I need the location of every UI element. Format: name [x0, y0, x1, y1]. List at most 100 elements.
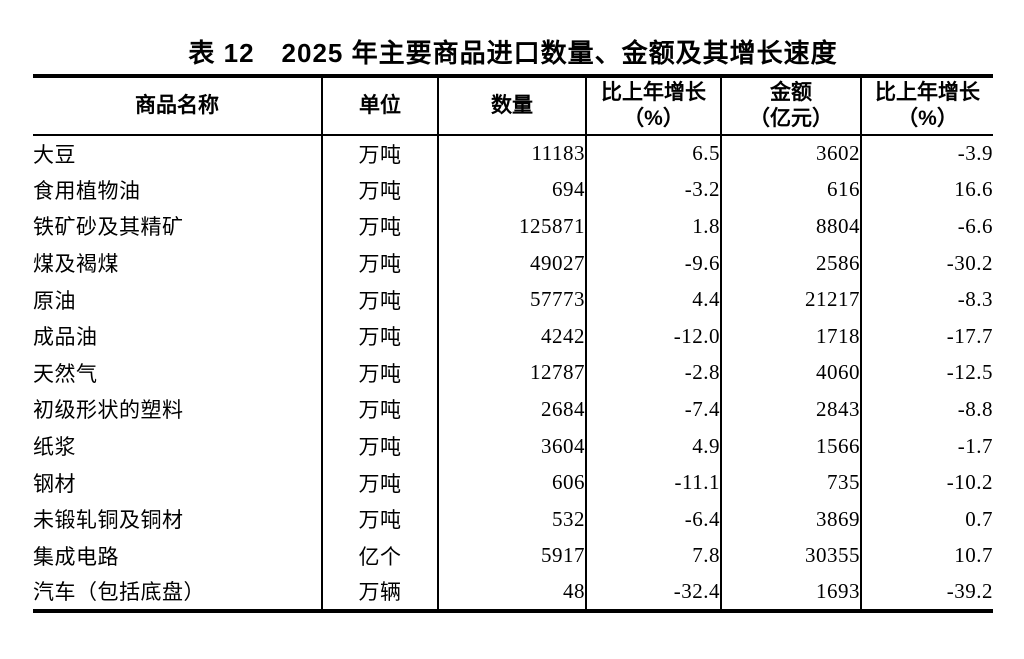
table-row: 成品油 万吨 4242 -12.0 1718 -17.7: [33, 317, 993, 355]
amount-value: 1718: [721, 317, 862, 355]
commodity-unit: 万吨: [322, 317, 439, 355]
header-unit: 单位: [322, 76, 439, 136]
amount-growth: -1.7: [957, 433, 993, 458]
table-row: 天然气 万吨 12787 -2.8 4060 -12.5: [33, 354, 993, 392]
quantity-value: 57773: [438, 281, 587, 318]
header-quantity-growth: 比上年增长 （%）: [586, 76, 722, 136]
quantity-value: 11183: [438, 135, 587, 172]
commodity-name: 原油: [33, 281, 323, 318]
quantity-value: 2684: [438, 391, 587, 428]
amount-value: 2843: [721, 391, 862, 428]
commodity-unit: 万吨: [322, 208, 439, 245]
amount-growth: 0.7: [965, 506, 993, 531]
commodity-unit: 万吨: [322, 427, 439, 465]
amount-value: 616: [721, 171, 862, 209]
commodity-name: 汽车（包括底盘）: [33, 574, 323, 611]
amount-growth: -17.7: [946, 323, 993, 348]
commodity-unit: 万吨: [322, 135, 439, 172]
quantity-value: 125871: [438, 208, 587, 245]
table-row: 煤及褐煤 万吨 49027 -9.6 2586 -30.2: [33, 244, 993, 282]
table-row: 纸浆 万吨 3604 4.9 1566 -1.7: [33, 427, 993, 465]
commodity-name: 煤及褐煤: [33, 244, 323, 282]
header-row: 商品名称 单位 数量 比上年增长 （%） 金额 （亿元） 比上年增长: [33, 76, 993, 136]
header-line: 比上年增长: [875, 80, 980, 104]
commodity-name: 未锻轧铜及铜材: [33, 500, 323, 538]
quantity-value: 606: [438, 464, 587, 501]
quantity-growth: -3.2: [586, 171, 722, 209]
table-row: 钢材 万吨 606 -11.1 735 -10.2: [33, 464, 993, 501]
amount-value: 8804: [721, 208, 862, 245]
imports-table: 商品名称 单位 数量 比上年增长 （%） 金额 （亿元） 比上年增长: [33, 74, 993, 613]
amount-growth: -10.2: [946, 470, 993, 495]
header-line: 比上年增长: [601, 80, 706, 104]
commodity-unit: 万辆: [322, 574, 439, 611]
quantity-growth: -32.4: [586, 574, 722, 611]
amount-value: 1566: [721, 427, 862, 465]
quantity-value: 48: [438, 574, 587, 611]
amount-value: 21217: [721, 281, 862, 318]
quantity-growth: 6.5: [586, 135, 722, 172]
header-line: （%）: [623, 107, 684, 130]
amount-value: 3602: [721, 135, 862, 172]
quantity-growth: 1.8: [586, 208, 722, 245]
commodity-name: 集成电路: [33, 537, 323, 575]
table-row: 食用植物油 万吨 694 -3.2 616 16.6: [33, 171, 993, 209]
table-row: 大豆 万吨 11183 6.5 3602 -3.9: [33, 135, 993, 172]
quantity-growth: -9.6: [586, 244, 722, 282]
amount-growth: -8.8: [957, 396, 993, 421]
commodity-unit: 万吨: [322, 244, 439, 282]
amount-value: 4060: [721, 354, 862, 392]
amount-growth: -3.9: [957, 141, 993, 166]
quantity-growth: 4.4: [586, 281, 722, 318]
quantity-growth: -7.4: [586, 391, 722, 428]
table-row: 未锻轧铜及铜材 万吨 532 -6.4 3869 0.7: [33, 500, 993, 538]
quantity-growth: 7.8: [586, 537, 722, 575]
header-line: 数量: [491, 93, 533, 117]
header-line: 商品名称: [135, 93, 219, 117]
amount-value: 2586: [721, 244, 862, 282]
quantity-value: 694: [438, 171, 587, 209]
amount-growth: -8.3: [957, 287, 993, 312]
quantity-growth: -2.8: [586, 354, 722, 392]
amount-growth: -6.6: [957, 213, 993, 238]
amount-growth: -30.2: [946, 250, 993, 275]
amount-growth: -39.2: [946, 578, 993, 603]
amount-growth: 16.6: [954, 177, 993, 202]
header-line: （亿元）: [749, 107, 833, 130]
commodity-unit: 万吨: [322, 464, 439, 501]
quantity-growth: -12.0: [586, 317, 722, 355]
header-quantity: 数量: [438, 76, 587, 136]
commodity-unit: 万吨: [322, 500, 439, 538]
quantity-value: 4242: [438, 317, 587, 355]
header-commodity-name: 商品名称: [33, 76, 323, 136]
header-line: （%）: [897, 107, 958, 130]
header-line: 金额: [770, 80, 812, 104]
amount-value: 30355: [721, 537, 862, 575]
commodity-unit: 万吨: [322, 281, 439, 318]
commodity-unit: 万吨: [322, 354, 439, 392]
table-row: 原油 万吨 57773 4.4 21217 -8.3: [33, 281, 993, 318]
quantity-value: 49027: [438, 244, 587, 282]
header-amount-growth: 比上年增长 （%）: [861, 76, 993, 136]
amount-value: 735: [721, 464, 862, 501]
commodity-name: 食用植物油: [33, 171, 323, 209]
quantity-growth: -11.1: [586, 464, 722, 501]
quantity-value: 532: [438, 500, 587, 538]
table-row: 汽车（包括底盘） 万辆 48 -32.4 1693 -39.2: [33, 574, 993, 611]
quantity-value: 3604: [438, 427, 587, 465]
table-row: 铁矿砂及其精矿 万吨 125871 1.8 8804 -6.6: [33, 208, 993, 245]
commodity-name: 钢材: [33, 464, 323, 501]
commodity-unit: 亿个: [322, 537, 439, 575]
table-row: 集成电路 亿个 5917 7.8 30355 10.7: [33, 537, 993, 575]
commodity-unit: 万吨: [322, 391, 439, 428]
table-row: 初级形状的塑料 万吨 2684 -7.4 2843 -8.8: [33, 391, 993, 428]
commodity-name: 大豆: [33, 135, 323, 172]
amount-value: 3869: [721, 500, 862, 538]
amount-growth: -12.5: [946, 360, 993, 385]
header-amount: 金额 （亿元）: [721, 76, 862, 136]
header-line: 单位: [359, 93, 401, 117]
quantity-value: 5917: [438, 537, 587, 575]
quantity-value: 12787: [438, 354, 587, 392]
quantity-growth: -6.4: [586, 500, 722, 538]
